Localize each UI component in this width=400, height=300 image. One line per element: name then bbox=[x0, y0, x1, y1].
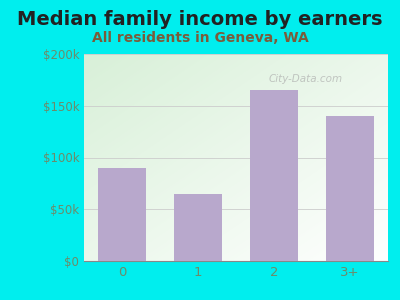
Bar bbox=[174, 194, 222, 261]
Bar bbox=[250, 90, 298, 261]
Text: All residents in Geneva, WA: All residents in Geneva, WA bbox=[92, 32, 308, 45]
Bar bbox=[326, 116, 374, 261]
Text: Median family income by earners: Median family income by earners bbox=[17, 10, 383, 29]
Text: City-Data.com: City-Data.com bbox=[269, 74, 343, 84]
Bar bbox=[98, 168, 146, 261]
